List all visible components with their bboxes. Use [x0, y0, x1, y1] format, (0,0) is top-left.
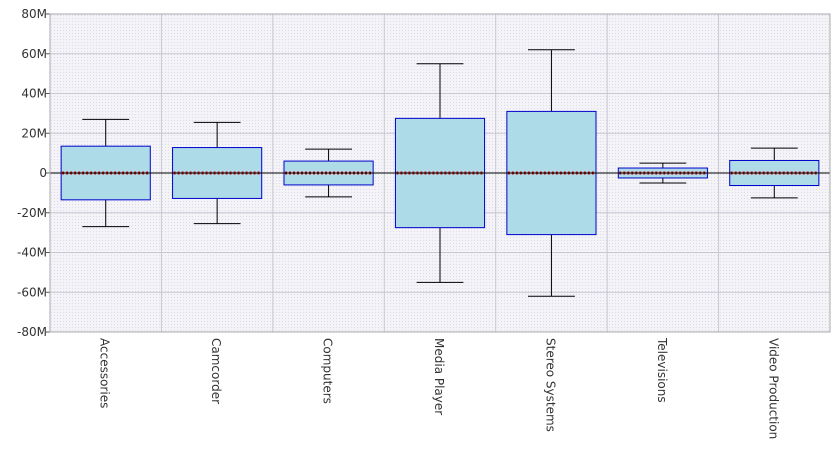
x-axis-category-labels: Accessories Camcorder Computers Media Playe…: [98, 337, 781, 439]
y-tick-label: 20M: [21, 126, 47, 140]
plot-border: [49, 13, 831, 333]
x-category-label: Stereo Systems: [543, 338, 557, 432]
y-tick-label: 0: [39, 166, 47, 180]
x-category-label: Camcorder: [209, 338, 223, 404]
y-tick-label: 80M: [21, 7, 47, 21]
y-tick-label: 40M: [21, 87, 47, 101]
y-tick-label: -40M: [17, 246, 47, 260]
x-category-label: Video Production: [766, 338, 780, 439]
x-category-label: Computers: [321, 338, 335, 404]
y-tick-label: -80M: [17, 325, 47, 339]
x-category-label: Media Player: [432, 338, 446, 415]
y-tick-label: -20M: [17, 206, 47, 220]
y-tick-label: -60M: [17, 285, 47, 299]
y-axis-tick-labels: 80M 60M 40M 20M 0 -20M -40M -60M -80M: [17, 7, 47, 339]
x-category-label: Televisions: [655, 337, 669, 403]
y-tick-label: 60M: [21, 47, 47, 61]
x-category-label: Accessories: [98, 338, 112, 408]
